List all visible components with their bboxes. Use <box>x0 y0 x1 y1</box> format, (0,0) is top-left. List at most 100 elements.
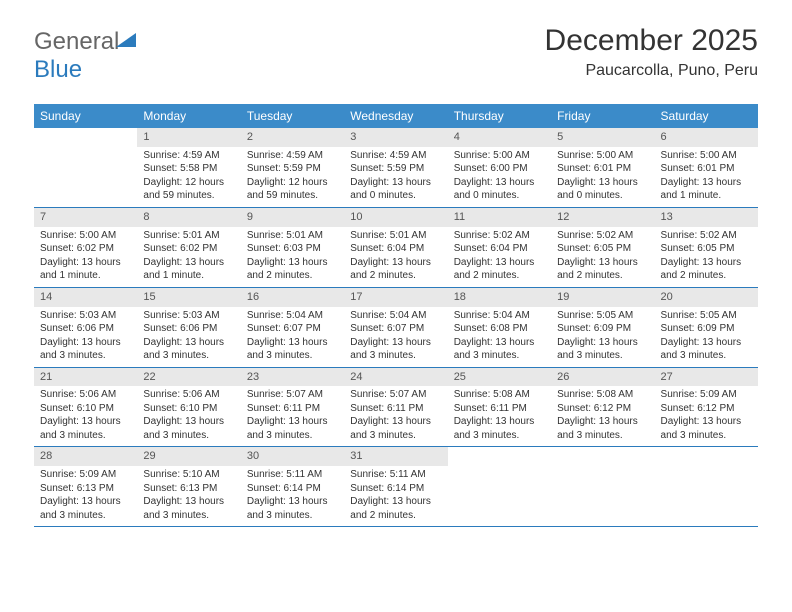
sunset-text: Sunset: 6:05 PM <box>661 242 752 256</box>
calendar-day: 28Sunrise: 5:09 AMSunset: 6:13 PMDayligh… <box>34 447 137 526</box>
daylight-text: Daylight: 13 hours and 1 minute. <box>40 256 131 283</box>
day-info: Sunrise: 4:59 AMSunset: 5:59 PMDaylight:… <box>344 147 447 207</box>
day-number: 7 <box>34 208 137 227</box>
logo: General Blue <box>34 28 138 84</box>
sunset-text: Sunset: 5:59 PM <box>247 162 338 176</box>
day-number: 4 <box>448 128 551 147</box>
daylight-text: Daylight: 13 hours and 0 minutes. <box>557 176 648 203</box>
calendar-day: 30Sunrise: 5:11 AMSunset: 6:14 PMDayligh… <box>241 447 344 526</box>
sunset-text: Sunset: 6:02 PM <box>143 242 234 256</box>
day-info: Sunrise: 5:06 AMSunset: 6:10 PMDaylight:… <box>137 386 240 446</box>
calendar-day: 5Sunrise: 5:00 AMSunset: 6:01 PMDaylight… <box>551 128 654 207</box>
day-info: Sunrise: 5:08 AMSunset: 6:12 PMDaylight:… <box>551 386 654 446</box>
day-number: 18 <box>448 288 551 307</box>
title-block: December 2025 Paucarcolla, Puno, Peru <box>545 24 758 80</box>
calendar-day: 7Sunrise: 5:00 AMSunset: 6:02 PMDaylight… <box>34 208 137 287</box>
calendar-day <box>551 447 654 526</box>
calendar-day: 8Sunrise: 5:01 AMSunset: 6:02 PMDaylight… <box>137 208 240 287</box>
day-info: Sunrise: 5:04 AMSunset: 6:07 PMDaylight:… <box>344 307 447 367</box>
daylight-text: Daylight: 13 hours and 3 minutes. <box>40 415 131 442</box>
calendar-day: 21Sunrise: 5:06 AMSunset: 6:10 PMDayligh… <box>34 368 137 447</box>
sunset-text: Sunset: 6:11 PM <box>350 402 441 416</box>
sunrise-text: Sunrise: 5:03 AM <box>40 309 131 323</box>
location-subtitle: Paucarcolla, Puno, Peru <box>545 62 758 80</box>
calendar-day: 17Sunrise: 5:04 AMSunset: 6:07 PMDayligh… <box>344 288 447 367</box>
sunset-text: Sunset: 6:08 PM <box>454 322 545 336</box>
sunrise-text: Sunrise: 4:59 AM <box>143 149 234 163</box>
day-info: Sunrise: 5:03 AMSunset: 6:06 PMDaylight:… <box>137 307 240 367</box>
sunrise-text: Sunrise: 5:00 AM <box>557 149 648 163</box>
day-info: Sunrise: 5:03 AMSunset: 6:06 PMDaylight:… <box>34 307 137 367</box>
month-title: December 2025 <box>545 24 758 58</box>
sunrise-text: Sunrise: 5:04 AM <box>350 309 441 323</box>
day-header: Thursday <box>448 104 551 128</box>
day-info: Sunrise: 5:04 AMSunset: 6:08 PMDaylight:… <box>448 307 551 367</box>
calendar-week: 28Sunrise: 5:09 AMSunset: 6:13 PMDayligh… <box>34 447 758 527</box>
sunrise-text: Sunrise: 5:02 AM <box>557 229 648 243</box>
day-info: Sunrise: 5:11 AMSunset: 6:14 PMDaylight:… <box>344 466 447 526</box>
day-header: Friday <box>551 104 654 128</box>
sunrise-text: Sunrise: 5:01 AM <box>143 229 234 243</box>
sunrise-text: Sunrise: 5:05 AM <box>557 309 648 323</box>
sunset-text: Sunset: 6:02 PM <box>40 242 131 256</box>
day-info: Sunrise: 5:08 AMSunset: 6:11 PMDaylight:… <box>448 386 551 446</box>
day-number: 14 <box>34 288 137 307</box>
sunset-text: Sunset: 6:14 PM <box>350 482 441 496</box>
day-info: Sunrise: 5:06 AMSunset: 6:10 PMDaylight:… <box>34 386 137 446</box>
day-header: Wednesday <box>344 104 447 128</box>
daylight-text: Daylight: 13 hours and 1 minute. <box>143 256 234 283</box>
logo-text-1: General <box>34 28 119 55</box>
sunset-text: Sunset: 6:09 PM <box>557 322 648 336</box>
sunset-text: Sunset: 6:07 PM <box>350 322 441 336</box>
day-info: Sunrise: 5:00 AMSunset: 6:01 PMDaylight:… <box>551 147 654 207</box>
sunset-text: Sunset: 6:04 PM <box>350 242 441 256</box>
sunset-text: Sunset: 6:10 PM <box>40 402 131 416</box>
sunrise-text: Sunrise: 5:08 AM <box>557 388 648 402</box>
calendar-day: 12Sunrise: 5:02 AMSunset: 6:05 PMDayligh… <box>551 208 654 287</box>
day-info: Sunrise: 5:01 AMSunset: 6:03 PMDaylight:… <box>241 227 344 287</box>
calendar-day: 4Sunrise: 5:00 AMSunset: 6:00 PMDaylight… <box>448 128 551 207</box>
day-number: 9 <box>241 208 344 227</box>
day-number: 6 <box>655 128 758 147</box>
calendar-day: 18Sunrise: 5:04 AMSunset: 6:08 PMDayligh… <box>448 288 551 367</box>
sunset-text: Sunset: 6:11 PM <box>454 402 545 416</box>
calendar-day: 6Sunrise: 5:00 AMSunset: 6:01 PMDaylight… <box>655 128 758 207</box>
day-info: Sunrise: 5:00 AMSunset: 6:02 PMDaylight:… <box>34 227 137 287</box>
daylight-text: Daylight: 13 hours and 3 minutes. <box>40 495 131 522</box>
day-header: Saturday <box>655 104 758 128</box>
calendar-day: 1Sunrise: 4:59 AMSunset: 5:58 PMDaylight… <box>137 128 240 207</box>
sunrise-text: Sunrise: 5:11 AM <box>247 468 338 482</box>
calendar-day: 20Sunrise: 5:05 AMSunset: 6:09 PMDayligh… <box>655 288 758 367</box>
sunset-text: Sunset: 6:13 PM <box>40 482 131 496</box>
daylight-text: Daylight: 13 hours and 2 minutes. <box>454 256 545 283</box>
day-info: Sunrise: 5:07 AMSunset: 6:11 PMDaylight:… <box>241 386 344 446</box>
day-info: Sunrise: 5:01 AMSunset: 6:04 PMDaylight:… <box>344 227 447 287</box>
sunrise-text: Sunrise: 5:01 AM <box>350 229 441 243</box>
daylight-text: Daylight: 13 hours and 3 minutes. <box>454 415 545 442</box>
day-info: Sunrise: 5:07 AMSunset: 6:11 PMDaylight:… <box>344 386 447 446</box>
day-number: 23 <box>241 368 344 387</box>
sunrise-text: Sunrise: 5:05 AM <box>661 309 752 323</box>
day-number: 26 <box>551 368 654 387</box>
day-header: Tuesday <box>241 104 344 128</box>
day-number: 31 <box>344 447 447 466</box>
day-number: 27 <box>655 368 758 387</box>
day-info: Sunrise: 5:05 AMSunset: 6:09 PMDaylight:… <box>551 307 654 367</box>
logo-triangle-icon <box>116 31 138 49</box>
calendar-day: 22Sunrise: 5:06 AMSunset: 6:10 PMDayligh… <box>137 368 240 447</box>
calendar-day: 23Sunrise: 5:07 AMSunset: 6:11 PMDayligh… <box>241 368 344 447</box>
calendar-day: 3Sunrise: 4:59 AMSunset: 5:59 PMDaylight… <box>344 128 447 207</box>
day-number: 30 <box>241 447 344 466</box>
sunset-text: Sunset: 6:14 PM <box>247 482 338 496</box>
sunrise-text: Sunrise: 5:07 AM <box>247 388 338 402</box>
day-number: 17 <box>344 288 447 307</box>
sunrise-text: Sunrise: 4:59 AM <box>350 149 441 163</box>
daylight-text: Daylight: 13 hours and 3 minutes. <box>143 495 234 522</box>
calendar-day <box>655 447 758 526</box>
daylight-text: Daylight: 13 hours and 3 minutes. <box>557 415 648 442</box>
daylight-text: Daylight: 13 hours and 0 minutes. <box>350 176 441 203</box>
day-number: 15 <box>137 288 240 307</box>
calendar-day: 11Sunrise: 5:02 AMSunset: 6:04 PMDayligh… <box>448 208 551 287</box>
day-info: Sunrise: 5:02 AMSunset: 6:05 PMDaylight:… <box>551 227 654 287</box>
calendar-day <box>34 128 137 207</box>
